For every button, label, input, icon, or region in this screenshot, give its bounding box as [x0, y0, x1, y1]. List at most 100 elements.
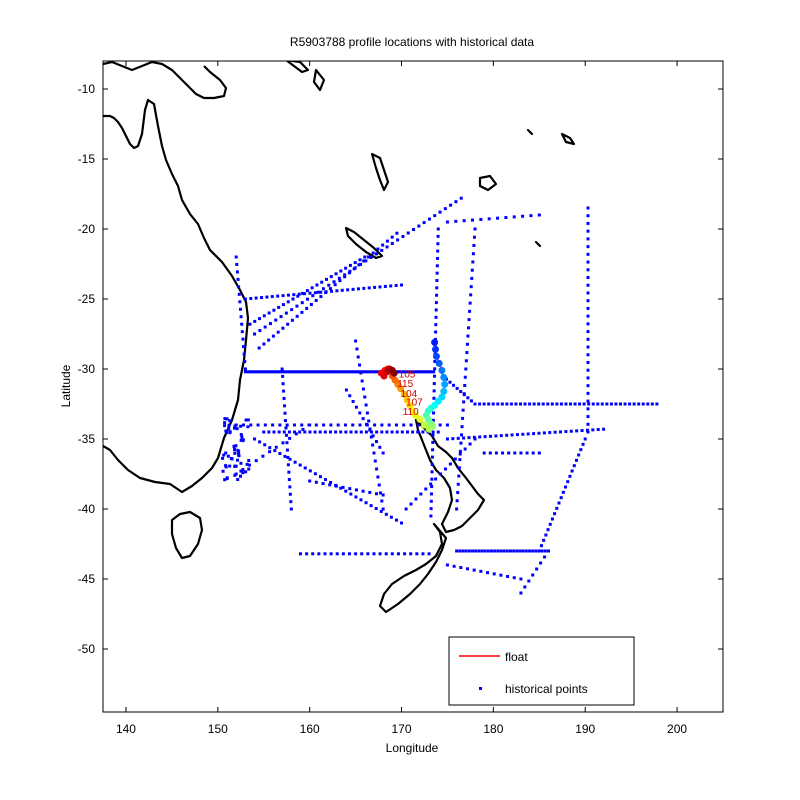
historical-point — [313, 370, 317, 374]
historical-point — [546, 549, 550, 553]
historical-point — [432, 389, 436, 393]
historical-point — [348, 263, 352, 267]
historical-point — [267, 430, 271, 434]
historical-point — [415, 370, 419, 374]
historical-point — [458, 449, 462, 453]
legend-historical-swatch — [479, 687, 482, 690]
historical-point — [482, 451, 486, 455]
historical-point — [252, 370, 256, 374]
historical-point — [409, 502, 413, 506]
historical-point — [343, 273, 347, 277]
historical-point — [301, 291, 305, 295]
historical-point — [351, 423, 355, 427]
historical-point — [430, 462, 434, 466]
historical-point — [390, 235, 394, 239]
historical-point — [369, 255, 373, 259]
historical-point — [405, 430, 409, 434]
historical-point — [483, 435, 487, 439]
historical-point — [408, 370, 412, 374]
historical-point — [577, 453, 581, 457]
historical-point — [413, 370, 417, 374]
historical-point — [375, 467, 379, 471]
historical-point — [256, 423, 260, 427]
historical-point — [469, 285, 473, 289]
historical-point — [241, 468, 245, 472]
historical-point — [431, 440, 435, 444]
historical-point — [462, 400, 466, 404]
historical-point — [254, 370, 258, 374]
historical-point — [233, 464, 237, 468]
historical-point — [369, 435, 373, 439]
historical-point — [293, 460, 297, 464]
historical-point — [438, 423, 442, 427]
historical-point — [463, 383, 467, 387]
historical-point — [276, 294, 280, 298]
historical-point — [482, 402, 486, 406]
historical-point — [381, 507, 385, 511]
historical-point — [319, 290, 323, 294]
historical-point — [518, 549, 522, 553]
historical-point — [243, 360, 247, 364]
historical-point — [373, 459, 377, 463]
historical-point — [258, 317, 262, 321]
historical-point — [321, 287, 325, 291]
historical-point — [434, 301, 438, 305]
historical-point — [239, 438, 243, 442]
historical-point — [249, 423, 253, 427]
historical-point — [311, 294, 315, 298]
historical-point — [250, 370, 254, 374]
historical-point — [272, 308, 276, 312]
legend-float-label: float — [505, 650, 528, 664]
historical-point — [296, 370, 300, 374]
historical-point — [348, 487, 352, 491]
historical-point — [432, 370, 436, 374]
historical-point — [416, 430, 420, 434]
historical-point — [311, 370, 315, 374]
historical-point — [327, 283, 331, 287]
historical-point — [458, 452, 462, 456]
historical-point — [353, 370, 357, 374]
historical-point — [247, 467, 251, 471]
historical-point — [586, 407, 590, 411]
historical-point — [278, 423, 282, 427]
historical-point — [329, 480, 333, 484]
historical-point — [257, 346, 261, 350]
float-profile-point — [432, 352, 440, 360]
historical-point — [354, 488, 358, 492]
historical-point — [395, 430, 399, 434]
historical-point — [290, 308, 294, 312]
historical-point — [339, 486, 343, 490]
historical-point — [239, 461, 243, 465]
historical-point — [277, 370, 281, 374]
historical-point — [345, 370, 349, 374]
historical-point — [465, 351, 469, 355]
historical-point — [519, 402, 523, 406]
historical-point — [469, 293, 473, 297]
y-tick-label: -15 — [78, 152, 96, 166]
historical-point — [487, 402, 491, 406]
historical-point — [244, 470, 248, 474]
historical-point — [403, 552, 407, 556]
historical-point — [415, 552, 419, 556]
historical-point — [609, 402, 613, 406]
historical-point — [235, 458, 239, 462]
float-profile-point — [409, 407, 417, 415]
historical-point — [294, 370, 298, 374]
historical-point — [394, 283, 398, 287]
historical-point — [434, 308, 438, 312]
historical-point — [384, 552, 388, 556]
historical-point — [432, 382, 436, 386]
historical-point — [347, 271, 351, 275]
historical-point — [239, 469, 243, 473]
float-profile-point — [406, 401, 414, 409]
historical-point — [358, 363, 362, 367]
historical-point — [239, 424, 243, 428]
historical-point — [411, 430, 415, 434]
historical-point — [234, 255, 238, 259]
historical-point — [461, 549, 465, 553]
historical-point — [308, 430, 312, 434]
historical-point — [356, 370, 360, 374]
historical-point — [374, 507, 378, 511]
historical-point — [303, 292, 307, 296]
historical-point — [472, 243, 476, 247]
